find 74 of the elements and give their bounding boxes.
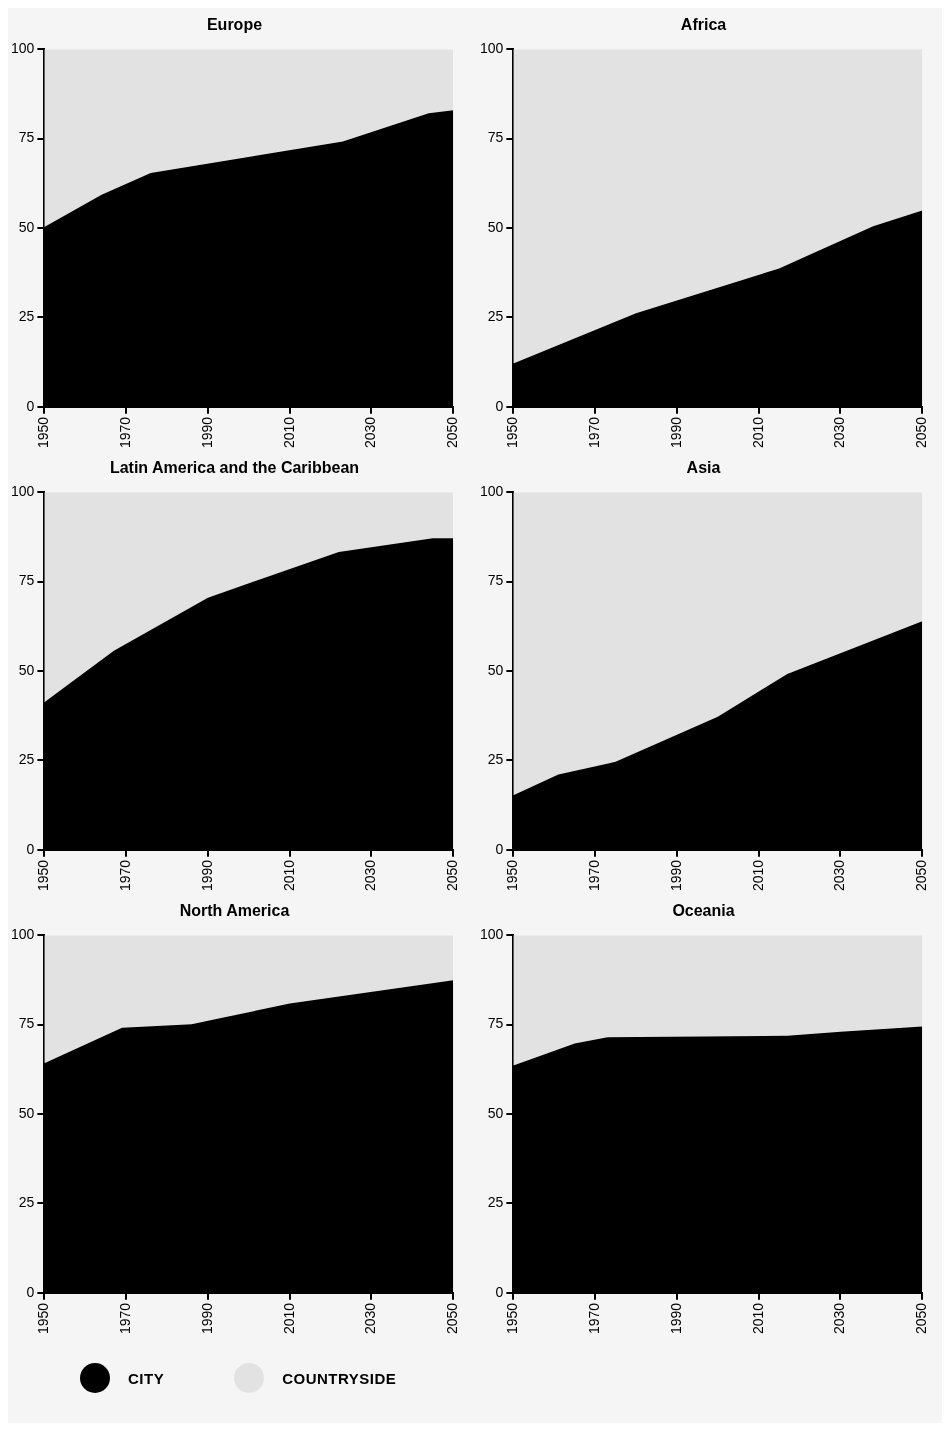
x-tick-label: 1990 xyxy=(198,416,215,449)
x-tick-label: 2010 xyxy=(280,859,297,892)
x-tick-label: 2030 xyxy=(362,859,379,892)
y-tick-label: 50 xyxy=(18,1104,35,1121)
x-tick-label: 1990 xyxy=(667,859,684,892)
x-tick-label: 1970 xyxy=(585,416,602,449)
x-tick-label: 2050 xyxy=(444,1302,461,1335)
y-tick-label: 0 xyxy=(495,840,504,857)
y-tick-label: 25 xyxy=(18,751,35,768)
y-tick-label: 25 xyxy=(18,1194,35,1211)
x-tick-label: 1970 xyxy=(585,859,602,892)
x-tick-label: 2050 xyxy=(444,416,461,449)
y-tick-label: 100 xyxy=(480,40,504,57)
legend-label: CITY xyxy=(128,1369,165,1387)
x-tick-label: 2050 xyxy=(913,416,930,449)
x-tick-label: 2010 xyxy=(280,416,297,449)
y-tick-label: 100 xyxy=(11,926,35,943)
y-tick-label: 75 xyxy=(18,1015,35,1032)
y-tick-label: 75 xyxy=(487,1015,504,1032)
y-tick-label: 50 xyxy=(18,218,35,235)
y-tick-label: 0 xyxy=(495,397,504,414)
x-tick-label: 2010 xyxy=(280,1302,297,1335)
x-tick-label: 2030 xyxy=(362,1302,379,1335)
x-tick-label: 2030 xyxy=(831,859,848,892)
x-tick-label: 1990 xyxy=(198,859,215,892)
y-tick-label: 75 xyxy=(18,572,35,589)
x-tick-label: 2050 xyxy=(913,1302,930,1335)
y-tick-label: 0 xyxy=(26,397,35,414)
x-tick-label: 2030 xyxy=(831,416,848,449)
y-tick-label: 0 xyxy=(26,840,35,857)
chart-title: Asia xyxy=(686,459,721,477)
x-tick-label: 1990 xyxy=(198,1302,215,1335)
x-tick-label: 1950 xyxy=(504,416,521,449)
y-tick-label: 25 xyxy=(487,1194,504,1211)
x-tick-label: 1970 xyxy=(585,1302,602,1335)
y-tick-label: 100 xyxy=(11,40,35,57)
y-tick-label: 75 xyxy=(18,129,35,146)
y-tick-label: 50 xyxy=(18,661,35,678)
x-tick-label: 1950 xyxy=(35,1302,52,1335)
y-tick-label: 25 xyxy=(18,308,35,325)
chart-title: Europe xyxy=(206,16,263,34)
x-tick-label: 2030 xyxy=(831,1302,848,1335)
x-tick-label: 1950 xyxy=(35,416,52,449)
y-tick-label: 100 xyxy=(11,483,35,500)
chart-title: Oceania xyxy=(672,902,735,920)
chart-title: Africa xyxy=(680,16,727,34)
chart-title: North America xyxy=(179,902,290,920)
x-tick-label: 1950 xyxy=(504,859,521,892)
x-tick-label: 2050 xyxy=(913,859,930,892)
y-tick-label: 0 xyxy=(26,1283,35,1300)
x-tick-label: 2030 xyxy=(362,416,379,449)
y-tick-label: 75 xyxy=(487,572,504,589)
x-tick-label: 1970 xyxy=(116,416,133,449)
x-tick-label: 2010 xyxy=(749,859,766,892)
y-tick-label: 50 xyxy=(487,218,504,235)
y-tick-label: 75 xyxy=(487,129,504,146)
x-tick-label: 1970 xyxy=(116,859,133,892)
x-tick-label: 1990 xyxy=(667,1302,684,1335)
x-tick-label: 1970 xyxy=(116,1302,133,1335)
x-tick-label: 2010 xyxy=(749,416,766,449)
x-tick-label: 1950 xyxy=(35,859,52,892)
y-tick-label: 100 xyxy=(480,483,504,500)
x-tick-label: 1990 xyxy=(667,416,684,449)
y-tick-label: 25 xyxy=(487,308,504,325)
x-tick-label: 2010 xyxy=(749,1302,766,1335)
y-tick-label: 50 xyxy=(487,661,504,678)
x-tick-label: 1950 xyxy=(504,1302,521,1335)
y-tick-label: 25 xyxy=(487,751,504,768)
y-tick-label: 50 xyxy=(487,1104,504,1121)
x-tick-label: 2050 xyxy=(444,859,461,892)
y-tick-label: 100 xyxy=(480,926,504,943)
legend-label: COUNTRYSIDE xyxy=(282,1369,397,1387)
y-tick-label: 0 xyxy=(495,1283,504,1300)
chart-title: Latin America and the Caribbean xyxy=(109,459,360,477)
